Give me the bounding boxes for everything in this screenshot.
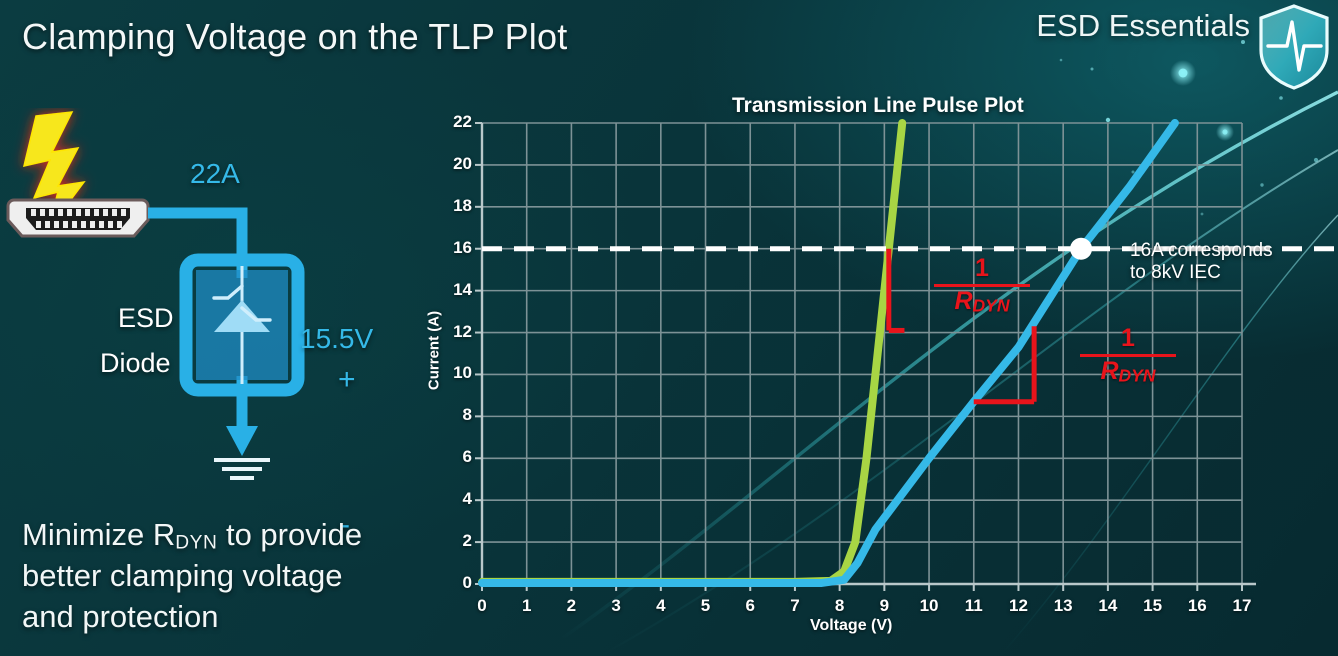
- chart-gridlines: [481, 122, 1243, 584]
- slope-annotation-high-rdyn: 1 RDYN: [1080, 324, 1176, 387]
- clamp-voltage-label: 15.5V: [300, 323, 374, 354]
- tlp-chart: Transmission Line Pulse Plot Current (A)…: [412, 92, 1338, 656]
- chart-x-axis-label: Voltage (V): [810, 617, 893, 634]
- shield-heartbeat-icon: [1259, 4, 1329, 90]
- page-title: Clamping Voltage on the TLP Plot: [22, 16, 568, 57]
- operating-point-marker: [1070, 237, 1093, 260]
- takeaway-line1-post: to provide: [217, 517, 363, 552]
- device-label-esd: ESD: [118, 303, 174, 333]
- slope-low-numerator: 1: [975, 254, 989, 282]
- esd-protection-circuit: 22A 15.5V + - ESD Diode: [0, 108, 420, 541]
- takeaway-line1-sub: DYN: [175, 532, 218, 554]
- slope-high-denominator: RDYN: [1100, 357, 1156, 386]
- iec-annotation-line2: to 8kV IEC: [1130, 262, 1221, 284]
- brand-label: ESD Essentials: [1036, 8, 1250, 43]
- polarity-minus-label: -: [340, 508, 350, 541]
- takeaway-text: Minimize RDYN to provide better clamping…: [22, 515, 442, 637]
- slope-low-fraction-bar: [934, 284, 1030, 287]
- takeaway-line-3: and protection: [22, 598, 219, 634]
- takeaway-line-2: better clamping voltage: [22, 558, 343, 594]
- ground-symbol-icon: [214, 426, 270, 480]
- slope-high-fraction-bar: [1080, 354, 1176, 357]
- iec-annotation: 16A corresponds to 8kV IEC: [1130, 240, 1273, 285]
- chart-plot-area: [475, 119, 1338, 591]
- iec-annotation-line1: 16A corresponds: [1130, 240, 1273, 261]
- device-label-diode: Diode: [100, 348, 171, 378]
- chart-title: Transmission Line Pulse Plot: [732, 94, 1024, 117]
- polarity-plus-label: +: [338, 363, 356, 396]
- slope-marker-high-rdyn: [973, 326, 1037, 405]
- takeaway-line1-pre: Minimize R: [22, 517, 176, 552]
- slope-low-denominator: RDYN: [954, 287, 1010, 316]
- chart-series-1: [478, 119, 1179, 587]
- current-label: 22A: [190, 158, 240, 189]
- takeaway-line-1: Minimize RDYN to provide: [22, 515, 442, 556]
- slope-marker-low-rdyn: [886, 248, 905, 333]
- tvs-diode-icon: [179, 253, 305, 397]
- slope-annotation-low-rdyn: 1 RDYN: [934, 254, 1030, 317]
- hdmi-connector-icon: [6, 198, 150, 238]
- slope-high-numerator: 1: [1121, 324, 1135, 352]
